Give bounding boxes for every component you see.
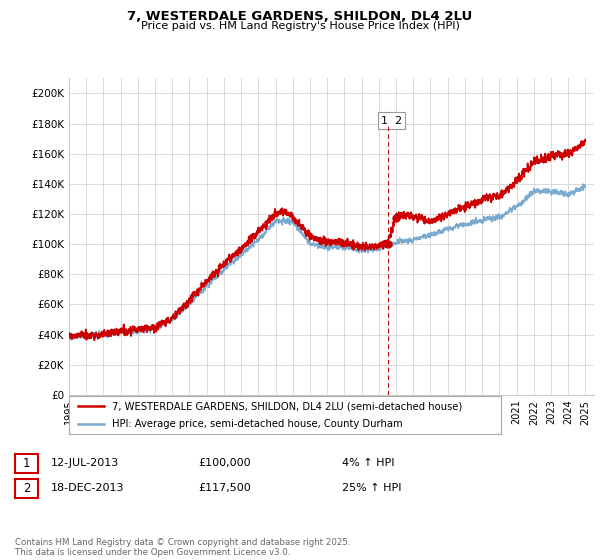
Text: 2: 2 (23, 482, 30, 495)
Text: 7, WESTERDALE GARDENS, SHILDON, DL4 2LU: 7, WESTERDALE GARDENS, SHILDON, DL4 2LU (127, 10, 473, 22)
Text: 7, WESTERDALE GARDENS, SHILDON, DL4 2LU (semi-detached house): 7, WESTERDALE GARDENS, SHILDON, DL4 2LU … (112, 401, 463, 411)
Text: 1: 1 (23, 456, 30, 470)
Text: 25% ↑ HPI: 25% ↑ HPI (342, 483, 401, 493)
Text: 18-DEC-2013: 18-DEC-2013 (51, 483, 125, 493)
Text: £117,500: £117,500 (198, 483, 251, 493)
Text: Contains HM Land Registry data © Crown copyright and database right 2025.
This d: Contains HM Land Registry data © Crown c… (15, 538, 350, 557)
Text: 12-JUL-2013: 12-JUL-2013 (51, 458, 119, 468)
Text: Price paid vs. HM Land Registry's House Price Index (HPI): Price paid vs. HM Land Registry's House … (140, 21, 460, 31)
Text: 1  2: 1 2 (381, 115, 402, 125)
Text: £100,000: £100,000 (198, 458, 251, 468)
Text: HPI: Average price, semi-detached house, County Durham: HPI: Average price, semi-detached house,… (112, 419, 403, 429)
Text: 4% ↑ HPI: 4% ↑ HPI (342, 458, 395, 468)
